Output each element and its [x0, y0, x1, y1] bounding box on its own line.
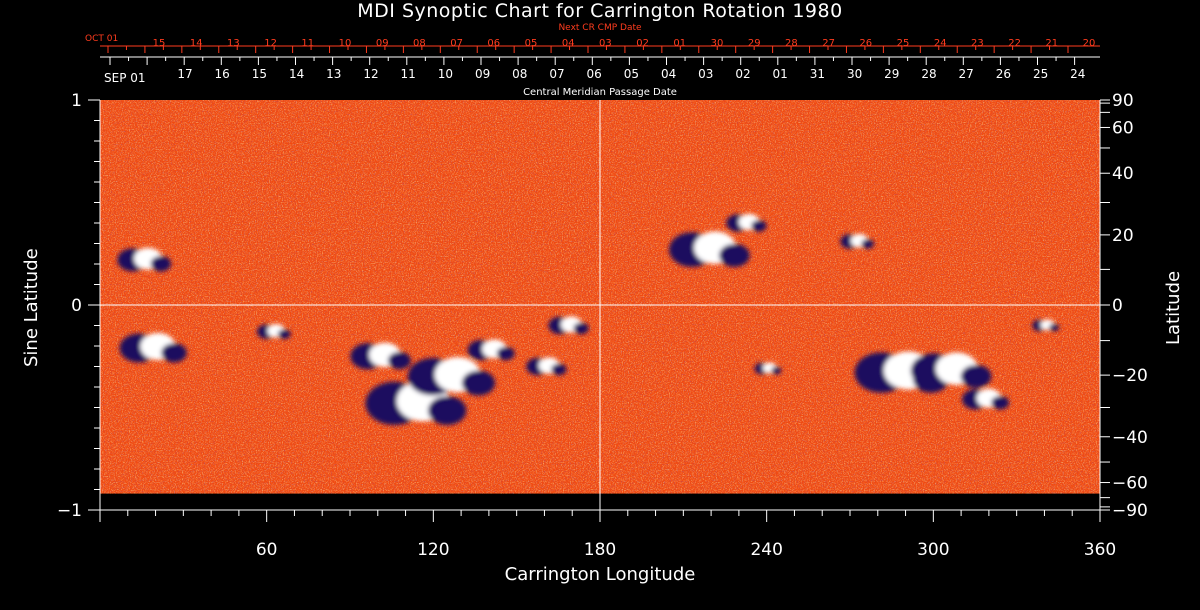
negative-polarity-region	[461, 370, 496, 396]
y-tick-label-left: 0	[71, 296, 82, 316]
y-tick-label-right: −20	[1112, 366, 1148, 386]
next-cr-tick-label: 01	[673, 38, 686, 49]
next-cr-axis-label: Next CR CMP Date	[558, 23, 642, 33]
cmp-tick-label: 27	[959, 67, 974, 81]
next-cr-tick-label: 29	[748, 38, 761, 49]
negative-polarity-region	[991, 395, 1010, 410]
negative-polarity-region	[150, 256, 172, 272]
negative-polarity-region	[496, 346, 515, 361]
negative-polarity-region	[161, 343, 187, 363]
next-cr-tick-label: 03	[599, 38, 612, 49]
y-tick-label-right: −60	[1112, 474, 1148, 494]
x-tick-label: 120	[417, 540, 449, 560]
cmp-tick-label: 28	[921, 67, 936, 81]
chart-title: MDI Synoptic Chart for Carrington Rotati…	[357, 0, 843, 22]
negative-polarity-region	[1048, 323, 1060, 332]
next-cr-first-label: OCT 01	[85, 34, 118, 44]
negative-polarity-region	[387, 351, 411, 370]
next-cr-tick-label: 22	[1008, 38, 1021, 49]
next-cr-tick-label: 21	[1045, 38, 1058, 49]
next-cr-tick-label: 07	[450, 38, 463, 49]
cmp-tick-label: 15	[252, 67, 267, 81]
cmp-tick-label: 30	[847, 67, 862, 81]
next-cr-tick-label: 10	[339, 38, 352, 49]
next-cr-tick-label: 13	[227, 38, 240, 49]
negative-polarity-region	[551, 363, 567, 376]
y-tick-label-left: −1	[57, 501, 82, 521]
negative-polarity-region	[960, 364, 992, 388]
next-cr-tick-label: 14	[190, 38, 203, 49]
cmp-tick-label: 29	[884, 67, 899, 81]
next-cr-tick-label: 15	[153, 38, 166, 49]
negative-polarity-region	[771, 366, 782, 375]
cmp-tick-label: 24	[1070, 67, 1085, 81]
chart-axes	[88, 45, 1110, 522]
y-axis-label-left: Sine Latitude	[21, 248, 42, 367]
next-cr-tick-label: 02	[636, 38, 649, 49]
cmp-tick-label: 04	[661, 67, 676, 81]
cmp-tick-label: 03	[698, 67, 713, 81]
cmp-tick-label: 06	[587, 67, 602, 81]
x-tick-label: 300	[917, 540, 949, 560]
y-tick-label-right: 20	[1112, 226, 1134, 246]
x-tick-label: 180	[584, 540, 616, 560]
cmp-tick-label: 10	[438, 67, 453, 81]
negative-polarity-region	[427, 396, 467, 425]
next-cr-tick-label: 06	[487, 38, 500, 49]
cmp-tick-label: 01	[773, 67, 788, 81]
next-cr-tick-label: 12	[264, 38, 277, 49]
next-cr-tick-label: 08	[413, 38, 426, 49]
next-cr-tick-label: 23	[971, 38, 984, 49]
next-cr-tick-label: 04	[562, 38, 575, 49]
y-tick-label-right: 0	[1112, 296, 1123, 316]
negative-polarity-region	[277, 329, 291, 339]
x-tick-label: 360	[1084, 540, 1116, 560]
cmp-axis-label: Central Meridian Passage Date	[523, 87, 677, 98]
negative-polarity-region	[751, 220, 767, 232]
next-cr-tick-label: 05	[525, 38, 538, 49]
cmp-tick-label: 31	[810, 67, 825, 81]
cmp-tick-label: 11	[401, 67, 416, 81]
cmp-tick-label: 16	[215, 67, 230, 81]
next-cr-tick-label: 25	[897, 38, 910, 49]
cmp-tick-label: 02	[735, 67, 750, 81]
cmp-tick-label: 17	[177, 67, 192, 81]
cmp-tick-label: 26	[996, 67, 1011, 81]
cmp-tick-label: 07	[549, 67, 564, 81]
y-tick-label-left: 1	[71, 91, 82, 111]
x-tick-label: 240	[750, 540, 782, 560]
y-tick-label-right: 40	[1112, 164, 1134, 184]
active-region-group	[117, 213, 1060, 425]
negative-polarity-region	[573, 322, 589, 335]
next-cr-tick-label: 20	[1083, 38, 1096, 49]
tick-labels: 60 120 180 240 300 36010−1906040200−20−40−60−…	[57, 34, 1148, 560]
next-cr-tick-label: 30	[711, 38, 724, 49]
next-cr-tick-label: 24	[934, 38, 947, 49]
next-cr-tick-label: 11	[301, 38, 314, 49]
y-tick-label-right: −40	[1112, 428, 1148, 448]
cmp-tick-label: 05	[624, 67, 639, 81]
cmp-tick-label: 14	[289, 67, 304, 81]
y-axis-label-right: Latitude	[1163, 270, 1184, 345]
next-cr-tick-label: 28	[785, 38, 798, 49]
cmp-tick-label: 13	[326, 67, 341, 81]
y-tick-label-right: 90	[1112, 91, 1134, 111]
x-tick-label: 60	[256, 540, 278, 560]
y-tick-label-right: −90	[1112, 501, 1148, 521]
next-cr-tick-label: 26	[859, 38, 872, 49]
x-axis-label: Carrington Longitude	[504, 564, 696, 585]
cmp-tick-label: 25	[1033, 67, 1048, 81]
cmp-tick-label: 12	[363, 67, 378, 81]
cmp-tick-label: 09	[475, 67, 490, 81]
cmp-tick-label: 08	[512, 67, 527, 81]
next-cr-tick-label: 27	[822, 38, 835, 49]
y-tick-label-right: 60	[1112, 118, 1134, 138]
negative-polarity-region	[718, 243, 750, 267]
cmp-first-label: SEP 01	[104, 71, 146, 85]
next-cr-tick-label: 09	[376, 38, 389, 49]
negative-polarity-region	[861, 239, 874, 249]
